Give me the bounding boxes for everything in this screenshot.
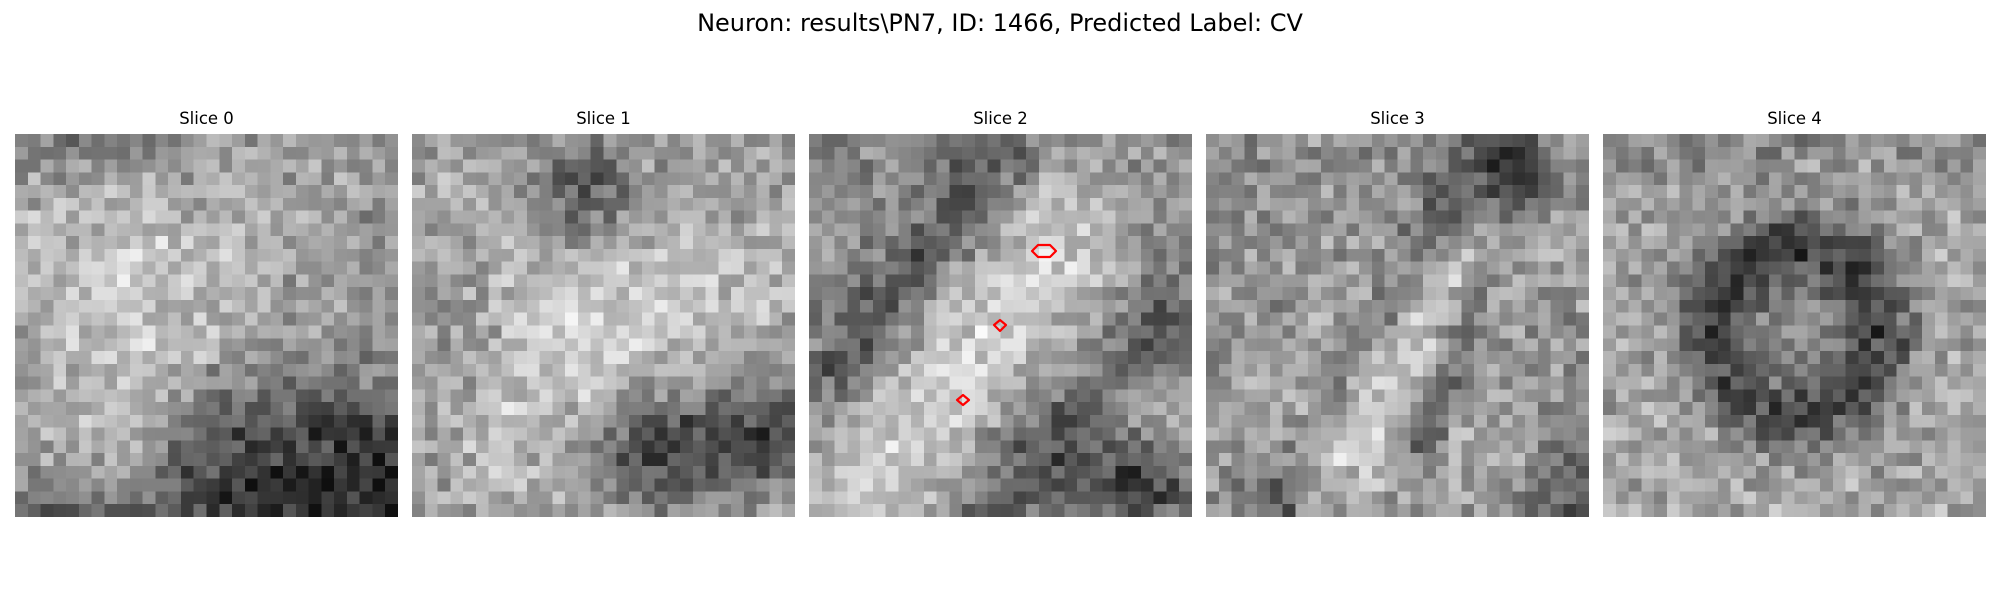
slice-1-image: [412, 134, 795, 517]
slice-3-title: Slice 3: [1370, 109, 1425, 128]
slice-1-panel: [412, 134, 795, 517]
slice-0-image: [15, 134, 398, 517]
slice-4-image: [1603, 134, 1986, 517]
slice-2-overlay: [955, 243, 1058, 407]
annotation-contour-2: [992, 318, 1008, 333]
figure-title: Neuron: results\PN7, ID: 1466, Predicted…: [697, 9, 1303, 37]
annotation-contour-1: [1030, 243, 1058, 259]
slice-4-title: Slice 4: [1767, 109, 1822, 128]
slice-0-title: Slice 0: [179, 109, 234, 128]
slice-2-image: [809, 134, 1192, 517]
slice-0-panel: [15, 134, 398, 517]
slice-3-image: [1206, 134, 1589, 517]
slice-2-panel: [809, 134, 1192, 517]
slice-2-title: Slice 2: [973, 109, 1028, 128]
slice-4-panel: [1603, 134, 1986, 517]
slice-1-title: Slice 1: [576, 109, 631, 128]
slice-3-panel: [1206, 134, 1589, 517]
annotation-contour-3: [955, 393, 971, 407]
